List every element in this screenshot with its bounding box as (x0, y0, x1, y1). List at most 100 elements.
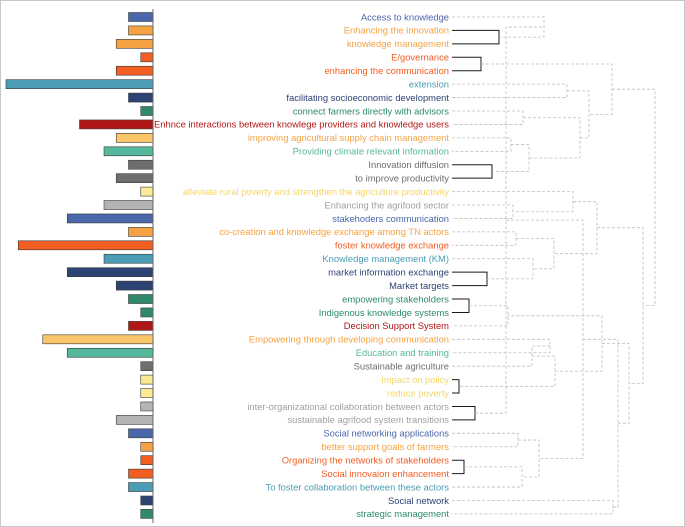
leaf-label-28: Impact on policy (381, 374, 449, 385)
dendrogram-link-16 (452, 204, 514, 219)
bar-33 (140, 441, 154, 452)
dendrogram-link-21 (554, 201, 598, 255)
leaf-label-26: Education and training (356, 347, 449, 358)
bar-5 (115, 65, 154, 76)
dendrogram-link-27 (475, 26, 544, 414)
dendrogram-link-7 (452, 405, 476, 421)
bar-20 (66, 267, 154, 277)
bar-24 (128, 321, 154, 331)
leaf-label-34: Organizing the networks of stakeholders (282, 454, 450, 465)
dendrogram-link-13 (452, 110, 524, 125)
bar-21 (115, 280, 154, 291)
leaf-label-27: Sustainable agriculture (354, 360, 449, 371)
leaf-label-3: knowledge management (347, 38, 450, 49)
leaf-label-21: Market targets (389, 280, 449, 291)
leaf-label-4: E/governance (391, 52, 449, 63)
leaf-label-32: Social networking applications (323, 428, 449, 439)
bar-13 (115, 173, 154, 183)
leaf-label-11: Providing climate relevant information (293, 146, 449, 157)
dendrogram-link-2 (452, 56, 482, 72)
bar-31 (115, 415, 154, 425)
bar-16 (66, 213, 154, 224)
bar-26 (66, 347, 154, 358)
dendrogram-link-8 (452, 459, 465, 475)
dendrogram-link-10 (452, 83, 568, 98)
dendrogram-link-36 (481, 63, 613, 115)
bar-30 (140, 401, 154, 412)
dendrogram-link-15 (567, 90, 590, 139)
leaf-label-12: Innovation diffusion (368, 159, 449, 170)
leaf-label-7: facilitating socioeconomic development (286, 92, 449, 103)
leaf-label-24: Decision Support System (344, 320, 449, 331)
dendrogram-link-33 (583, 338, 619, 508)
dendrogram-link-23 (452, 338, 551, 354)
bar-15 (103, 200, 154, 210)
bar-27 (140, 361, 154, 371)
dendrogram-link-29 (452, 466, 523, 488)
dendrogram-link-12 (492, 144, 530, 172)
dendrogram-link-3 (452, 164, 493, 179)
leaf-label-2: Enhancing the innovation (344, 25, 449, 36)
bar-18 (17, 240, 154, 251)
dendrogram-link-20 (516, 238, 555, 270)
leaf-label-20: market information exchange (328, 266, 449, 277)
bar-23 (140, 307, 154, 318)
bar-36 (128, 482, 154, 492)
dendrogram-link-22 (452, 305, 509, 327)
leaf-label-23: Indigenous knowledge systems (319, 307, 450, 318)
leaf-label-36: To foster collaboration between these ac… (266, 481, 450, 492)
bar-10 (115, 133, 154, 143)
bar-1 (128, 12, 154, 22)
leaf-label-5: enhancing the communication (324, 65, 449, 76)
leaf-label-14: alleviate rural poverty and strengthen t… (183, 186, 450, 197)
bar-14 (140, 186, 154, 197)
bar-2 (128, 25, 154, 36)
dendrogram-link-19 (452, 258, 534, 280)
dendrogram-link-25 (459, 355, 556, 387)
dendrogram-link-1 (452, 29, 500, 45)
dendrogram-link-14 (523, 117, 581, 159)
leaf-label-18: foster knowledge exchange (335, 240, 449, 251)
dendrogram-link-30 (518, 439, 540, 478)
leaf-label-30: inter-organizational collaboration betwe… (247, 401, 449, 412)
leaf-label-38: strategic management (356, 508, 449, 519)
leaf-label-16: stakehoders communication (332, 213, 449, 224)
bar-12 (128, 159, 154, 170)
bar-38 (140, 509, 154, 519)
leaf-label-6: extension (409, 78, 449, 89)
bar-25 (42, 334, 154, 345)
bar-19 (103, 253, 154, 264)
leaf-label-8: connect farmers directly with advisors (293, 105, 450, 116)
leaf-label-17: co-creation and knowledge exchange among… (219, 226, 449, 237)
dendrogram-link-24 (452, 345, 550, 367)
dendrogram-link-11 (452, 137, 512, 152)
bar-22 (128, 294, 154, 304)
bar-37 (140, 495, 154, 506)
leaf-label-1: Access to knowledge (361, 11, 449, 22)
leaf-label-35: Social innovaion enhancement (321, 468, 449, 479)
dendrogram-link-4 (452, 271, 488, 287)
leaf-label-25: Empowering through developing communicat… (249, 334, 449, 345)
dendrogram-link-17 (452, 191, 574, 213)
bar-9 (79, 119, 154, 130)
bar-4 (140, 52, 154, 63)
dendrogram-link-6 (452, 379, 460, 394)
dendrogram-link-28 (452, 432, 519, 448)
leaf-label-19: Knowledge management (KM) (322, 253, 449, 264)
leaf-label-33: better support goals of farmers (321, 441, 449, 452)
dendrogram-link-26 (508, 315, 603, 372)
dendrogram-link-34 (602, 343, 630, 424)
bar-6 (5, 79, 154, 89)
bar-3 (115, 39, 154, 49)
leaf-label-31: sustainable agrifood system transitions (287, 414, 449, 425)
bar-8 (140, 106, 154, 116)
leaf-label-15: Enhancing the agrifood sector (324, 199, 449, 210)
bar-29 (140, 388, 154, 398)
leaf-label-22: empowering stakeholders (342, 293, 449, 304)
bar-7 (128, 92, 154, 103)
bar-32 (128, 428, 154, 439)
bar-17 (128, 227, 154, 237)
bar-11 (103, 146, 154, 157)
